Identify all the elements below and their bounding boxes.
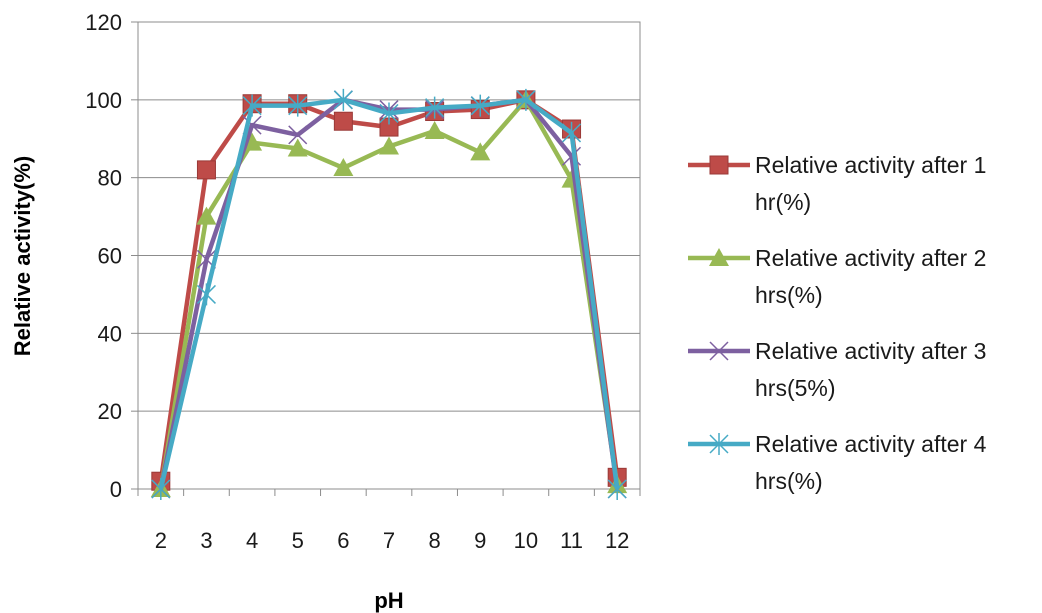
legend-item-3: Relative activity after 3 hrs(5%) <box>688 338 986 401</box>
legend-item-1: Relative activity after 1 hr(%) <box>688 152 986 215</box>
data-point <box>196 206 217 225</box>
y-axis-tick-labels: 0 20 40 60 80 100 120 <box>85 10 122 502</box>
series-line <box>158 97 620 490</box>
gridlines <box>131 21 641 496</box>
data-point <box>607 478 627 500</box>
data-point <box>516 88 536 111</box>
legend: Relative activity after 1hr(%)Relative a… <box>688 152 987 494</box>
legend-label: Relative activity after 2 <box>755 245 986 271</box>
data-point <box>379 136 399 155</box>
x-tick-label: 2 <box>155 528 167 553</box>
data-point <box>242 94 262 117</box>
x-tick-label: 9 <box>474 528 486 553</box>
y-tick-label: 100 <box>85 88 122 113</box>
data-point <box>424 120 445 139</box>
data-point <box>288 94 308 117</box>
y-tick-label: 120 <box>85 10 122 35</box>
x-axis-tick-labels: 2 3 4 5 6 7 8 9 10 11 12 <box>155 528 630 553</box>
legend-label: hr(%) <box>755 189 811 215</box>
y-tick-label: 40 <box>98 321 122 346</box>
data-point <box>333 157 354 176</box>
data-point <box>151 478 171 500</box>
x-tick-label: 12 <box>605 528 629 553</box>
x-tick-label: 6 <box>337 528 349 553</box>
y-axis-title: Relative activity(%) <box>10 156 35 357</box>
x-tick-label: 10 <box>514 528 538 553</box>
legend-label: Relative activity after 1 <box>755 152 986 178</box>
data-point <box>196 283 216 306</box>
legend-label: hrs(%) <box>755 468 823 494</box>
series-line <box>158 97 620 490</box>
legend-marker <box>709 155 729 175</box>
series-line <box>158 97 620 482</box>
series-4 <box>151 88 627 500</box>
x-tick-label: 4 <box>246 528 258 553</box>
series-line <box>158 97 620 490</box>
legend-label: hrs(5%) <box>755 375 836 401</box>
data-point <box>333 88 353 111</box>
x-tick-label: 8 <box>429 528 441 553</box>
data-point <box>470 142 491 161</box>
data-point <box>562 121 582 144</box>
y-tick-label: 60 <box>98 244 122 269</box>
data-point <box>287 138 308 157</box>
legend-label: Relative activity after 3 <box>755 338 986 364</box>
data-point <box>470 94 490 117</box>
y-tick-label: 20 <box>98 399 122 424</box>
data-point <box>425 96 445 119</box>
legend-label: hrs(%) <box>755 282 823 308</box>
legend-item-2: Relative activity after 2 hrs(%) <box>688 245 986 308</box>
data-point <box>379 102 399 125</box>
legend-marker <box>709 341 729 361</box>
data-point <box>288 125 308 145</box>
x-tick-label: 3 <box>200 528 212 553</box>
data-point <box>196 160 216 180</box>
x-axis-title: pH <box>374 588 403 613</box>
legend-marker <box>709 248 729 266</box>
legend-marker <box>709 433 729 455</box>
series-group <box>150 88 628 500</box>
y-tick-label: 0 <box>110 477 122 502</box>
x-tick-label: 11 <box>560 528 583 553</box>
legend-item-4: Relative activity after 4 hrs(%) <box>688 431 987 494</box>
y-tick-label: 80 <box>98 166 122 191</box>
legend-label: Relative activity after 4 <box>755 431 987 457</box>
x-tick-label: 5 <box>292 528 304 553</box>
data-point <box>333 111 353 131</box>
x-tick-label: 7 <box>383 528 395 553</box>
